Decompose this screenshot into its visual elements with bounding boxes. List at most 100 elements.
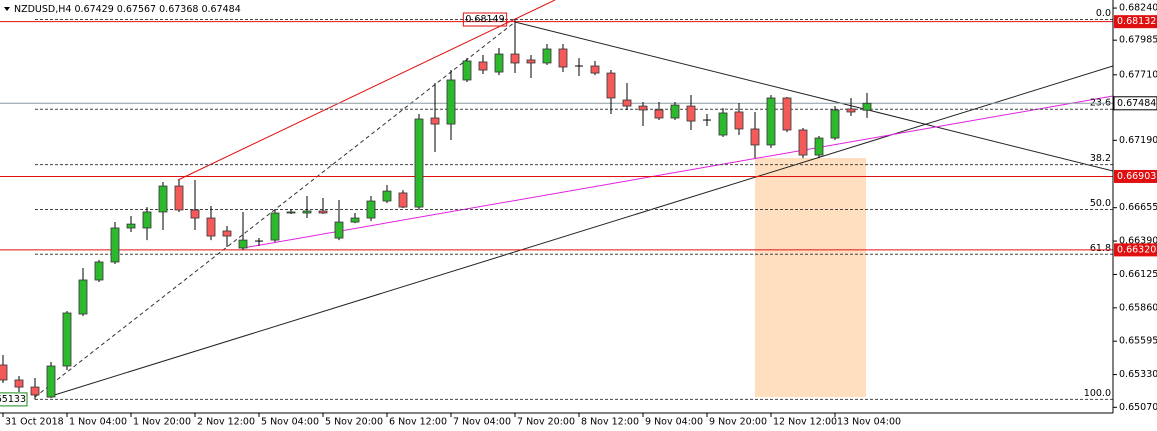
- y-tick-label: 0.65595: [1119, 336, 1157, 347]
- candle-body: [686, 105, 696, 122]
- y-tick-label: 0.65860: [1119, 302, 1157, 313]
- x-tick-label: 9 Nov 20:00: [709, 417, 767, 428]
- y-tick-label: 0.67985: [1119, 35, 1157, 46]
- fib-low-label: 0.65133: [0, 394, 26, 405]
- trend-line: [177, 0, 556, 181]
- fib-level-label: 0.0: [1096, 8, 1111, 19]
- highlight-rectangle: [755, 158, 866, 397]
- candle-body: [670, 104, 680, 119]
- trend-line: [514, 21, 1113, 172]
- candle-body: [798, 129, 808, 156]
- price-label-box: [1114, 15, 1157, 29]
- candle-body: [526, 59, 536, 64]
- candle-body: [286, 211, 296, 214]
- y-tick-label: 0.67190: [1119, 135, 1157, 146]
- fib-level-label: 50.0: [1090, 198, 1111, 209]
- candle-body: [270, 212, 280, 241]
- candle-body: [206, 217, 216, 237]
- candle-body: [494, 53, 504, 73]
- price-label: 0.66320: [1117, 244, 1156, 255]
- x-tick-label: 5 Nov 20:00: [325, 417, 383, 428]
- candles: [0, 19, 872, 400]
- candle-body: [366, 200, 376, 219]
- candle-body: [622, 99, 632, 107]
- candle-body: [590, 65, 600, 74]
- fib-high-box: [462, 12, 508, 27]
- price-label-box: [1114, 169, 1157, 183]
- candle-body: [126, 223, 136, 229]
- candle-body: [606, 72, 616, 99]
- trend-line: [242, 95, 1113, 249]
- x-tick-label: 7 Nov 04:00: [453, 417, 511, 428]
- header-close: 0.67484: [201, 4, 240, 15]
- candle-body: [222, 230, 232, 237]
- x-tick-label: 9 Nov 04:00: [645, 417, 703, 428]
- x-tick-label: 6 Nov 12:00: [389, 417, 447, 428]
- x-tick-label: 13 Nov 04:00: [837, 417, 901, 428]
- candle-body: [334, 221, 344, 239]
- menu-icon[interactable]: [4, 7, 10, 11]
- candle-body: [814, 137, 824, 156]
- candle-body: [318, 210, 328, 214]
- y-tick-label: 0.68240: [1119, 3, 1157, 14]
- x-tick-label: 1 Nov 20:00: [133, 417, 191, 428]
- fib-low-annotation: 0.65133: [0, 392, 28, 407]
- chart-header: NZDUSD,H4 0.67429 0.67567 0.67368 0.6748…: [14, 4, 241, 15]
- y-tick-label: 0.67710: [1119, 69, 1157, 80]
- price-label: 0.68132: [1117, 16, 1156, 27]
- candle-body: [14, 379, 24, 388]
- x-tick-label: 8 Nov 12:00: [581, 417, 639, 428]
- candle-body: [862, 102, 872, 111]
- candle-body: [382, 190, 392, 202]
- last-price-box: [1113, 96, 1157, 111]
- candle-body: [414, 118, 424, 208]
- candle-body: [110, 227, 120, 263]
- fib-level-label: 61.8: [1090, 243, 1111, 254]
- candle-body: [782, 97, 792, 131]
- candle-body: [142, 211, 152, 229]
- x-tick-label: 1 Nov 04:00: [69, 417, 127, 428]
- overlay: 0.68149 0.65133: [0, 12, 508, 407]
- price-label: 0.66903: [1117, 171, 1156, 182]
- y-tick-label: 0.65330: [1119, 369, 1157, 380]
- trend-line: [47, 65, 1113, 398]
- candle-body: [750, 128, 760, 146]
- last-price-label: 0.67484: [1117, 98, 1156, 109]
- candle-body: [654, 109, 664, 119]
- drawings: [34, 0, 1113, 398]
- y-tick-label: 0.66390: [1119, 236, 1157, 247]
- candle-body: [846, 108, 856, 113]
- y-tick-label: 0.65070: [1119, 402, 1157, 413]
- candle-body: [542, 48, 552, 64]
- fib-level-label: 100.0: [1084, 388, 1111, 399]
- candle-body: [734, 111, 744, 130]
- candle-body: [766, 97, 776, 146]
- y-tick-label: 0.66655: [1119, 202, 1157, 213]
- candle-body: [302, 210, 312, 214]
- candle-body: [78, 279, 88, 315]
- x-tick-label: 7 Nov 20:00: [517, 417, 575, 428]
- candle-body: [718, 112, 728, 136]
- candle-body: [558, 48, 568, 68]
- header-high: 0.67567: [117, 4, 156, 15]
- y-tick-label: 0.66125: [1119, 269, 1157, 280]
- header-low: 0.67368: [159, 4, 198, 15]
- x-tick-label: 2 Nov 12:00: [197, 417, 255, 428]
- symbol: NZDUSD,H4: [14, 4, 71, 15]
- candle-body: [510, 53, 520, 64]
- candle-body: [446, 79, 456, 125]
- candle-body: [478, 61, 488, 71]
- candle-body: [158, 185, 168, 213]
- candle-body: [350, 217, 360, 223]
- candle-body: [830, 109, 840, 139]
- candle-body: [430, 117, 440, 125]
- fib-level-label: 38.2: [1090, 153, 1111, 164]
- candle-body: [0, 364, 8, 381]
- candle-body: [174, 185, 184, 211]
- candle-body: [94, 261, 104, 281]
- candle-body: [46, 365, 56, 398]
- candle-body: [62, 312, 72, 367]
- candle-body: [238, 239, 248, 249]
- x-tick-label: 5 Nov 04:00: [261, 417, 319, 428]
